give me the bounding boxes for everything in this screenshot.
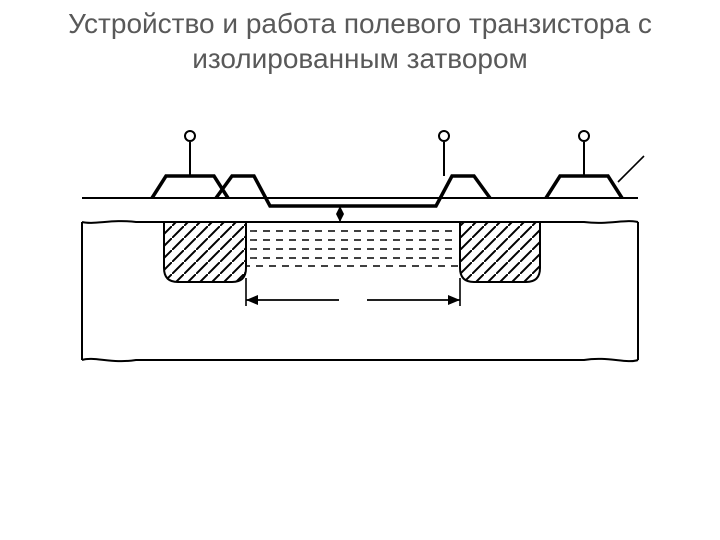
dim-t1-arrow-bottom xyxy=(336,214,344,222)
title-line-1: Устройство и работа полевого транзистора… xyxy=(68,8,652,39)
gate-oxide-profile xyxy=(216,176,490,206)
dim-L-arrow-right xyxy=(448,295,460,305)
dim-L-arrow-left xyxy=(246,295,258,305)
substrate-bottom-edge xyxy=(82,359,638,361)
al-leader xyxy=(618,156,644,182)
source-terminal xyxy=(185,131,195,141)
n-plus-left xyxy=(164,222,246,282)
gate-terminal xyxy=(439,131,449,141)
page-title: Устройство и работа полевого транзистора… xyxy=(0,0,720,76)
title-line-2: изолированным затвором xyxy=(192,43,528,74)
n-plus-right xyxy=(460,222,540,282)
diagram-stage xyxy=(0,106,720,436)
mosfet-cross-section xyxy=(40,106,680,436)
drain-terminal xyxy=(579,131,589,141)
dim-L-labelbg xyxy=(339,286,367,310)
drain-metal xyxy=(546,176,622,198)
n-channel-region xyxy=(246,222,460,266)
